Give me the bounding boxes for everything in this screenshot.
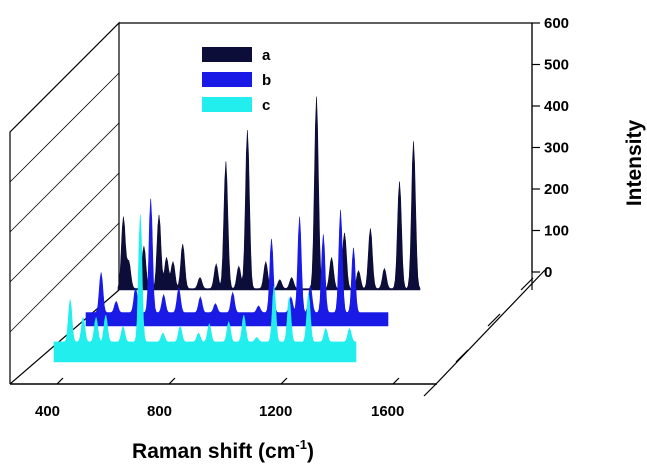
- y-tick-label: 200: [544, 181, 569, 198]
- legend-label-c: c: [262, 97, 270, 114]
- axes-layer: 0 100 200 300 400 500 600 400 800 1200 1600: [10, 15, 569, 420]
- x-tick-label: 1200: [259, 403, 292, 420]
- x-tick: [280, 377, 288, 385]
- legend-swatch-c: [202, 97, 252, 112]
- x-axis-title-superscript: -1: [295, 437, 307, 452]
- y-tick-label: 100: [544, 223, 569, 240]
- x-tick: [168, 377, 176, 385]
- depth-tick: [423, 383, 437, 397]
- legend: abc: [202, 47, 271, 114]
- left-wall-edge: [9, 21, 120, 384]
- depth-axis-line: [435, 269, 546, 385]
- series-c-area: [53, 214, 357, 363]
- x-tick: [56, 377, 64, 385]
- left-wall-gridline: [9, 72, 120, 183]
- left-wall-gridline: [9, 172, 120, 283]
- series-a-area: [117, 96, 421, 291]
- legend-label-b: b: [262, 72, 271, 89]
- series-layer: [53, 96, 421, 363]
- legend-swatch-b: [202, 72, 252, 87]
- legend-label-a: a: [262, 47, 271, 64]
- x-axis-title: Raman shift (cm-1): [132, 437, 314, 463]
- left-wall-gridline: [9, 222, 120, 333]
- y-axis-title: Intensity: [623, 120, 646, 207]
- y-tick-label: 0: [544, 264, 552, 281]
- back-wall-edge: [119, 22, 533, 290]
- series-b-area: [85, 198, 389, 327]
- x-axis-title-end: ): [307, 440, 314, 463]
- y-tick-label: 600: [544, 15, 569, 32]
- y-tick-label: 500: [544, 57, 569, 74]
- x-tick-label: 400: [35, 403, 60, 420]
- left-wall-gridline: [9, 122, 120, 233]
- depth-tick: [487, 313, 501, 327]
- x-tick-label: 1600: [371, 403, 404, 420]
- x-tick: [392, 377, 400, 385]
- x-axis-title-main: Raman shift (cm: [132, 440, 295, 463]
- depth-tick: [520, 277, 534, 291]
- x-tick-label: 800: [147, 403, 172, 420]
- y-tick-label: 300: [544, 140, 569, 157]
- y-tick-label: 400: [544, 98, 569, 115]
- legend-swatch-a: [202, 47, 252, 62]
